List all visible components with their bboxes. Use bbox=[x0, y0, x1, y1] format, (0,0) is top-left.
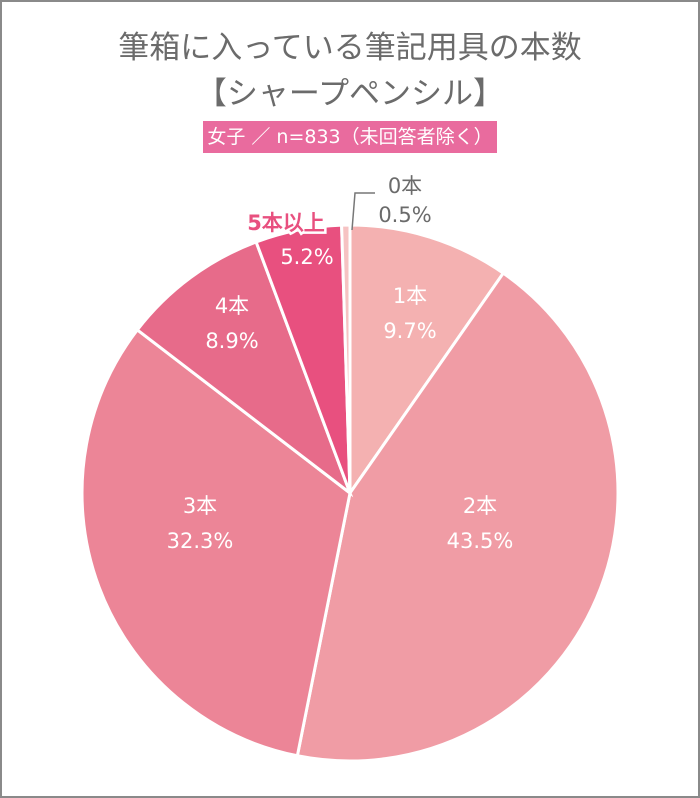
slice-label-5: 0本 bbox=[388, 174, 422, 198]
slice-label-1: 2本 bbox=[463, 494, 497, 518]
pie-slice-2 bbox=[80, 327, 352, 758]
slice-value-label-0: 9.7% bbox=[383, 319, 436, 343]
pie-slice-0 bbox=[348, 223, 506, 498]
slice-value-label-3: 8.9% bbox=[205, 329, 258, 353]
pie-slice-3 bbox=[135, 240, 354, 498]
chart-title: 筆箱に入っている筆記用具の本数 bbox=[118, 30, 582, 66]
sample-banner: 女子 ／ n=833（未回答者除く） bbox=[203, 121, 497, 153]
slice-value-label-1: 43.5% bbox=[447, 529, 514, 553]
chart-subtitle: 【シャープペンシル】 bbox=[195, 76, 505, 112]
leader-line-0 bbox=[351, 192, 375, 231]
slice-label-4: 5本以上 bbox=[247, 211, 325, 235]
slice-label-2: 3本 bbox=[183, 494, 217, 518]
slice-value-label-5: 0.5% bbox=[378, 203, 431, 227]
slice-value-label-2: 32.3% bbox=[167, 529, 234, 553]
pie-slice-1 bbox=[295, 271, 620, 763]
slice-label-3: 4本 bbox=[215, 294, 249, 318]
pie-slice-5 bbox=[340, 223, 352, 494]
slice-label-0: 1本 bbox=[393, 284, 427, 308]
slice-value-label-4: 5.2% bbox=[280, 245, 333, 269]
